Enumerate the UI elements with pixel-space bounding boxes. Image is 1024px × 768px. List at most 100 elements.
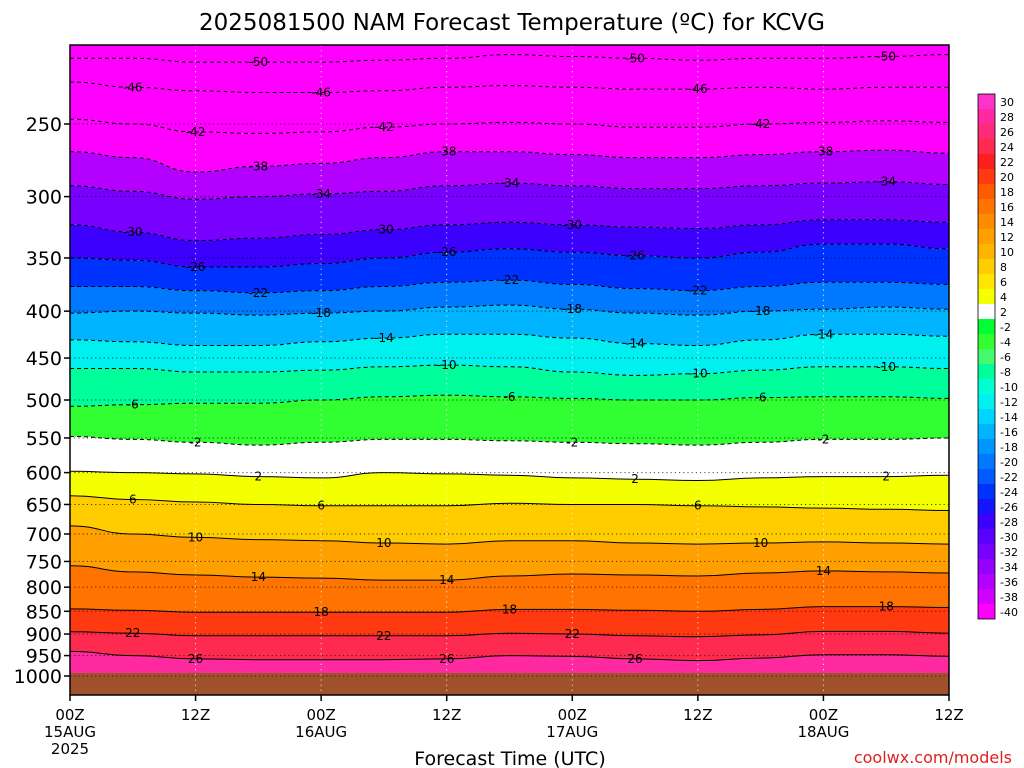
y-tick-label: 700 [26,524,62,546]
temp-band [70,565,949,613]
legend-label: 8 [1000,261,1007,274]
y-tick-label: 300 [26,187,62,209]
isotherm-line [70,54,949,63]
chart-title: 2025081500 NAM Forecast Temperature (ºC)… [199,10,825,36]
isotherm-label: -22 [688,284,708,298]
isotherm-label: -2 [566,435,578,449]
legend-label: 2 [1000,306,1007,319]
isotherm-label: -10 [876,360,896,374]
legend-label: -28 [1000,516,1018,529]
legend-swatch [978,559,995,574]
legend-swatch [978,139,995,154]
color-legend: 30 28 26 24 22 20 18 16 14 12 10 8 6 4 2 -2 -4 -6 -8 -10 -12… [977,93,1018,620]
y-tick-label: 650 [26,494,62,516]
legend-swatch [978,109,995,124]
legend-label: 26 [1000,126,1014,139]
isotherm-label: -34 [500,176,520,190]
isotherm-line [70,565,949,581]
temp-band [70,305,949,346]
y-tick-label: 500 [26,390,62,412]
legend-swatch [978,289,995,304]
isotherm-line [70,495,949,511]
isotherm-label: 10 [188,530,203,544]
legend-swatch [978,124,995,139]
x-tick-label: 00Z [306,706,335,724]
isotherm-line [70,525,949,545]
legend-label: -4 [1000,336,1011,349]
temp-band [70,82,949,134]
isotherm-line [70,606,949,613]
plot-area: -50 -50 -50 -46 -46 -46 -42 -42 -42 -38 -38 -38 -34 -… [69,44,950,696]
isotherm-label: -46 [688,82,708,96]
y-tick-label: 450 [26,348,62,370]
y-tick-label: 350 [26,248,62,270]
y-tick-label: 400 [26,301,62,323]
legend-label: 12 [1000,231,1014,244]
isotherm-label: 2 [631,472,639,486]
isotherm-label: 14 [816,564,831,578]
isotherm-label: 14 [251,570,266,584]
legend-label: 24 [1000,141,1014,154]
isotherm-label: 6 [129,493,137,507]
isotherm-label: -42 [374,120,394,134]
watermark: coolwx.com/models [854,748,1012,767]
isotherm-label: -22 [249,286,269,300]
isotherm-label: 2 [255,470,263,484]
legend-label: 4 [1000,291,1007,304]
isotherm-label: -10 [688,367,708,381]
legend-swatch [978,469,995,484]
isotherm-label: -30 [374,223,394,237]
x-tick-label: 12Z [934,706,963,724]
isotherm-label: -6 [127,398,139,412]
isotherm-label: 6 [694,499,702,513]
legend-swatch [978,274,995,289]
legend-label: -32 [1000,546,1018,559]
isotherm-label: -18 [751,304,771,318]
legend-swatch [978,544,995,559]
legend-label: 28 [1000,111,1014,124]
isotherm-label: 26 [188,652,203,666]
isotherm-line [70,436,949,446]
legend-swatch [978,154,995,169]
isotherm-line [70,630,949,638]
legend-swatch [978,439,995,454]
x-tick-label: 00Z [809,706,838,724]
x-axis-title: Forecast Time (UTC) [414,748,605,768]
legend-label: -40 [1000,606,1018,619]
isotherm-line [70,219,949,242]
isotherm-label: 22 [125,626,140,640]
legend-swatch [978,259,995,274]
isotherm-line [70,149,949,173]
y-tick-label: 1000 [14,666,62,688]
legend-label: -6 [1000,351,1011,364]
legend-label: -20 [1000,456,1018,469]
x-tick-date: 18AUG [797,723,849,741]
temp-band [70,471,949,511]
y-tick-label: 550 [26,428,62,450]
legend-label: -36 [1000,576,1018,589]
isotherm-label: -34 [876,175,896,189]
y-tick-label: 800 [26,577,62,599]
temp-band [70,54,949,93]
y-tick-label: 850 [26,601,62,623]
legend-swatch [978,484,995,499]
x-tick-label: 12Z [432,706,461,724]
isotherm-label: -2 [817,432,829,446]
temp-band [70,525,949,581]
isotherm-label: -14 [814,327,834,341]
x-tick-label: 00Z [558,706,587,724]
temp-band [70,495,949,545]
legend-swatch [978,589,995,604]
isotherm-label: -50 [249,55,269,69]
y-tick-label: 600 [26,463,62,485]
temp-band [70,436,949,481]
isotherm-label: -42 [186,125,206,139]
legend-label: -16 [1000,426,1018,439]
legend-swatch [978,184,995,199]
legend-label: -14 [1000,411,1018,424]
isotherm-label: 26 [439,652,454,666]
isotherm-label: -18 [311,306,331,320]
isotherm-label: -14 [625,337,645,351]
legend-swatch [978,454,995,469]
